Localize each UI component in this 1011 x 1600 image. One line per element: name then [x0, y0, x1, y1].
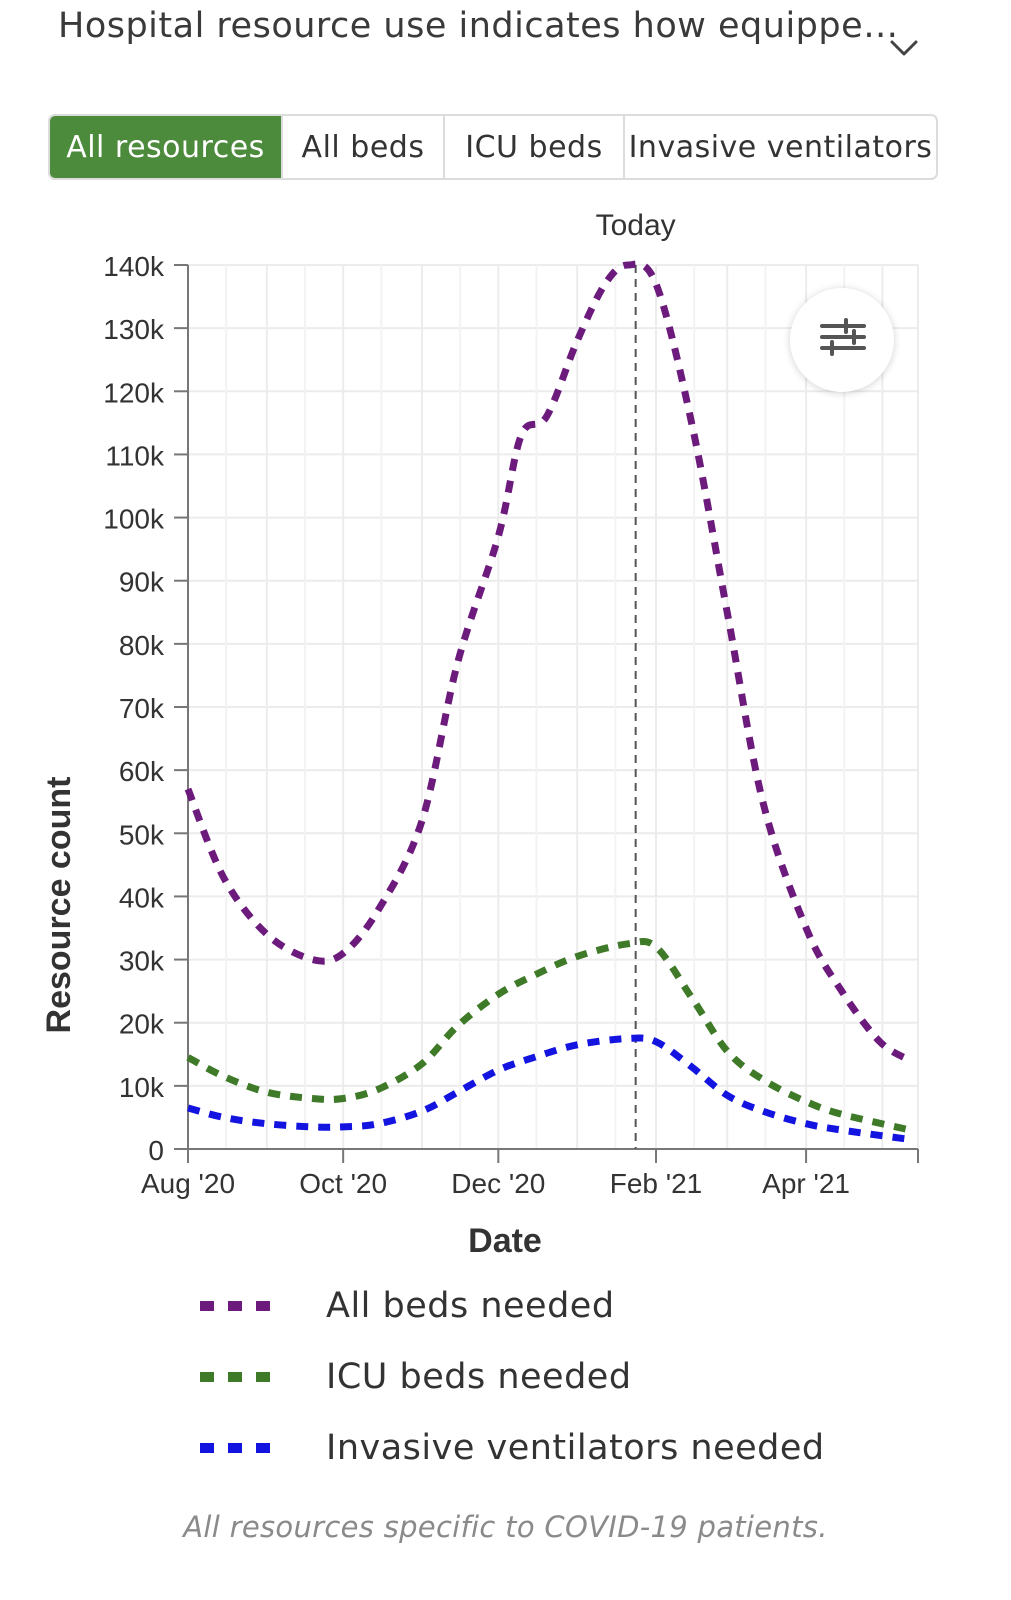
y-tick-label: 20k	[119, 1009, 165, 1040]
x-tick-label: Oct '20	[299, 1168, 387, 1199]
chart-series	[184, 260, 913, 1143]
legend-swatch-all-beds	[200, 1300, 284, 1311]
legend-item-invasive-ventilators[interactable]: Invasive ventilators needed	[200, 1412, 825, 1483]
legend-swatch-icu-beds	[200, 1371, 284, 1382]
resource-chart: 0 10k 20k 30k 40k 50k 60k 70k 80k 90k 100k 110k 120k…	[40, 209, 919, 1260]
legend-label: Invasive ventilators needed	[326, 1427, 825, 1468]
y-axis-label: Resource count	[40, 777, 78, 1034]
legend-item-all-beds[interactable]: All beds needed	[200, 1270, 825, 1341]
x-axis-label: Date	[468, 1222, 542, 1260]
y-tick-label: 90k	[119, 567, 165, 598]
y-tick-label: 50k	[119, 819, 165, 850]
y-tick-label: 60k	[119, 756, 165, 787]
chart-legend: All beds needed ICU beds needed Invasive…	[200, 1270, 825, 1483]
x-tick-label: Apr '21	[762, 1168, 850, 1199]
y-tick-label: 0	[148, 1135, 164, 1166]
x-tick-label: Dec '20	[451, 1168, 545, 1199]
chart-footnote: All resources specific to COVID-19 patie…	[183, 1510, 828, 1544]
y-tick-label: 140k	[103, 251, 165, 282]
tab-icu-beds[interactable]: ICU beds	[445, 116, 625, 178]
y-tick-label: 110k	[105, 440, 165, 471]
legend-item-icu-beds[interactable]: ICU beds needed	[200, 1341, 825, 1412]
y-tick-label: 10k	[119, 1072, 165, 1103]
legend-swatch-invasive-ventilators	[200, 1442, 284, 1453]
y-tick-label: 130k	[103, 314, 165, 345]
chart-title: Hospital resource use indicates how equi…	[58, 6, 899, 46]
legend-label: All beds needed	[326, 1285, 615, 1326]
y-tick-label: 120k	[103, 377, 165, 408]
chart-header[interactable]: Hospital resource use indicates how equi…	[0, 0, 1011, 80]
y-tick-label: 100k	[103, 504, 165, 535]
resource-tabs: All resources All beds ICU beds Invasive…	[48, 114, 938, 180]
today-label: Today	[596, 209, 676, 242]
series-line-all-beds	[184, 260, 913, 1064]
chart-axes: 0 10k 20k 30k 40k 50k 60k 70k 80k 90k 100k 110k 120k…	[103, 251, 919, 1199]
y-tick-label: 80k	[119, 630, 165, 661]
legend-label: ICU beds needed	[326, 1356, 632, 1397]
chart-settings-button[interactable]	[790, 288, 894, 392]
today-marker: Today	[596, 209, 676, 1149]
x-tick-label: Aug '20	[141, 1168, 235, 1199]
sliders-icon	[820, 318, 866, 356]
tab-all-beds[interactable]: All beds	[283, 116, 445, 178]
series-line-invasive-ventilators	[187, 1034, 911, 1143]
tab-invasive-ventilators[interactable]: Invasive ventilators	[628, 129, 933, 165]
x-tick-label: Feb '21	[610, 1168, 703, 1199]
y-tick-label: 70k	[119, 693, 165, 724]
chevron-down-icon[interactable]	[888, 34, 920, 62]
tab-all-resources[interactable]: All resources	[50, 116, 283, 178]
series-line-icu-beds	[186, 937, 912, 1134]
y-tick-label: 40k	[119, 882, 165, 913]
y-tick-label: 30k	[119, 946, 165, 977]
